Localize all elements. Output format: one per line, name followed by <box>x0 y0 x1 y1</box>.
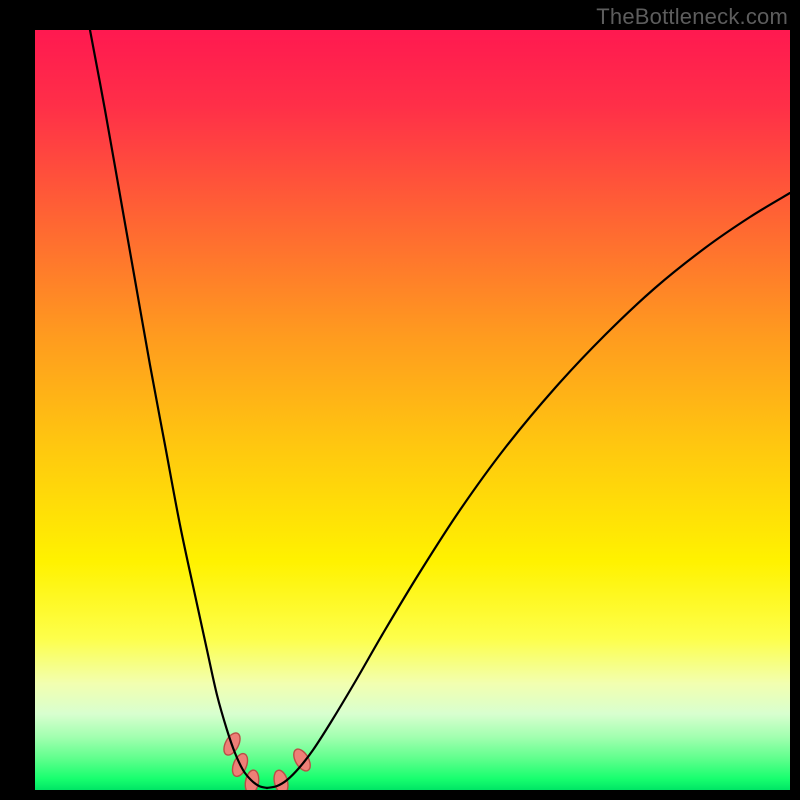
frame-bottom <box>0 790 800 800</box>
frame-left <box>0 0 35 800</box>
frame-right <box>790 0 800 800</box>
bottleneck-chart <box>35 30 790 790</box>
gradient-background <box>35 30 790 790</box>
watermark-text: TheBottleneck.com <box>596 4 788 30</box>
